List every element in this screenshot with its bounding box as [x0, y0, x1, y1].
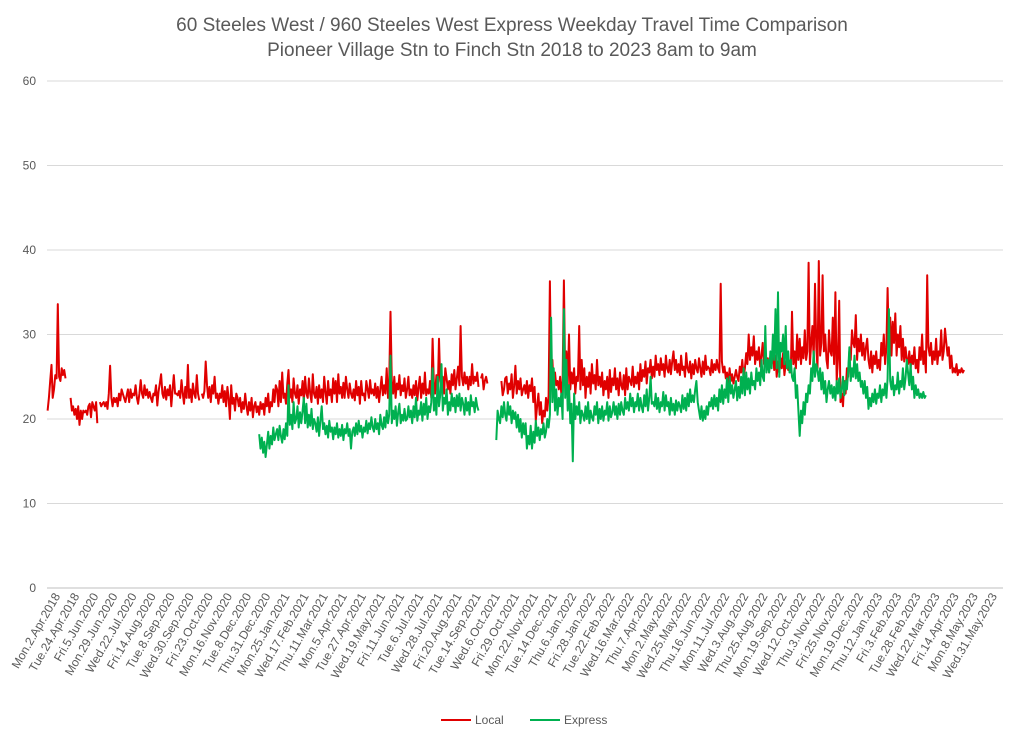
chart-subtitle: Pioneer Village Stn to Finch Stn 2018 to… — [267, 40, 757, 61]
legend-item-express: Express — [530, 713, 607, 727]
y-axis-ticks: 0 10 20 30 40 50 60 — [23, 74, 37, 595]
x-axis-ticks: Mon.2.Apr.2018Tue.24.Apr.2018Fri.5.Jun.2… — [9, 590, 1001, 681]
legend-label: Express — [564, 713, 607, 727]
y-tick-label: 60 — [23, 74, 37, 88]
gridlines — [47, 80, 1003, 589]
series-local — [46, 260, 965, 426]
series-lines — [46, 260, 965, 463]
y-tick-label: 50 — [23, 159, 37, 173]
y-tick-label: 30 — [23, 328, 37, 342]
legend-label: Local — [475, 713, 504, 727]
series-express — [258, 291, 927, 463]
y-tick-label: 20 — [23, 412, 37, 426]
legend-item-local: Local — [441, 713, 504, 727]
y-tick-label: 40 — [23, 243, 37, 257]
series-line-local — [46, 260, 965, 426]
y-tick-label: 0 — [29, 581, 36, 595]
y-tick-label: 10 — [23, 497, 37, 511]
series-line-express — [258, 291, 927, 463]
legend: Local Express — [441, 713, 607, 727]
chart-title: 60 Steeles West / 960 Steeles West Expre… — [176, 15, 848, 36]
